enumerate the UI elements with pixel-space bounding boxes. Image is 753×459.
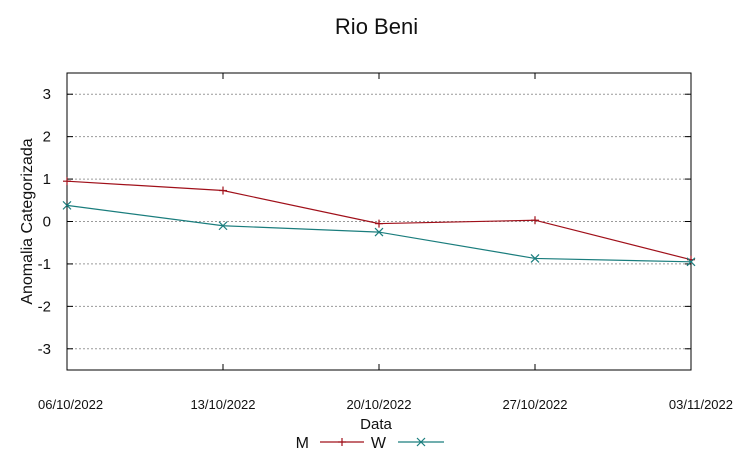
plus-marker	[219, 186, 227, 195]
y-axis-label: Anomalia Categorizada	[19, 138, 36, 304]
y-tick-label: 0	[43, 214, 51, 231]
x-tick-label: 27/10/2022	[502, 397, 567, 412]
y-tick-label: -3	[38, 341, 51, 358]
x-axis-label: Data	[360, 416, 392, 433]
x-tick-label: 13/10/2022	[190, 397, 255, 412]
y-tick-label: -1	[38, 256, 51, 273]
cross-marker	[218, 221, 228, 231]
plus-marker	[63, 177, 71, 186]
cross-marker	[686, 257, 696, 267]
x-tick-label: 03/11/2022	[669, 397, 733, 412]
chart-title: Rio Beni	[334, 14, 419, 39]
plus-marker	[531, 216, 539, 225]
x-tick-label: 06/10/2022	[38, 397, 103, 412]
x-axis-ticks: 06/10/2022 13/10/2022 20/10/2022 27/10/2022…	[38, 73, 733, 412]
cross-marker	[530, 253, 540, 263]
legend-label-M: M	[296, 435, 309, 452]
cross-marker	[374, 227, 384, 237]
cross-marker	[416, 437, 426, 447]
y-tick-label: 2	[43, 129, 51, 146]
plus-marker	[375, 219, 383, 228]
x-tick-label: 20/10/2022	[346, 397, 411, 412]
grid-lines	[67, 93, 691, 350]
cross-marker	[62, 200, 72, 210]
series-lines	[62, 177, 696, 267]
plus-marker	[338, 438, 346, 446]
y-tick-label: -2	[38, 298, 51, 315]
series-line-W	[66, 204, 692, 263]
y-axis-ticks: 3 2 1 0 -1 -2 -3	[38, 86, 691, 358]
y-tick-label: 1	[43, 171, 51, 188]
legend-label-W: W	[371, 435, 387, 452]
y-tick-label: 3	[43, 86, 51, 103]
